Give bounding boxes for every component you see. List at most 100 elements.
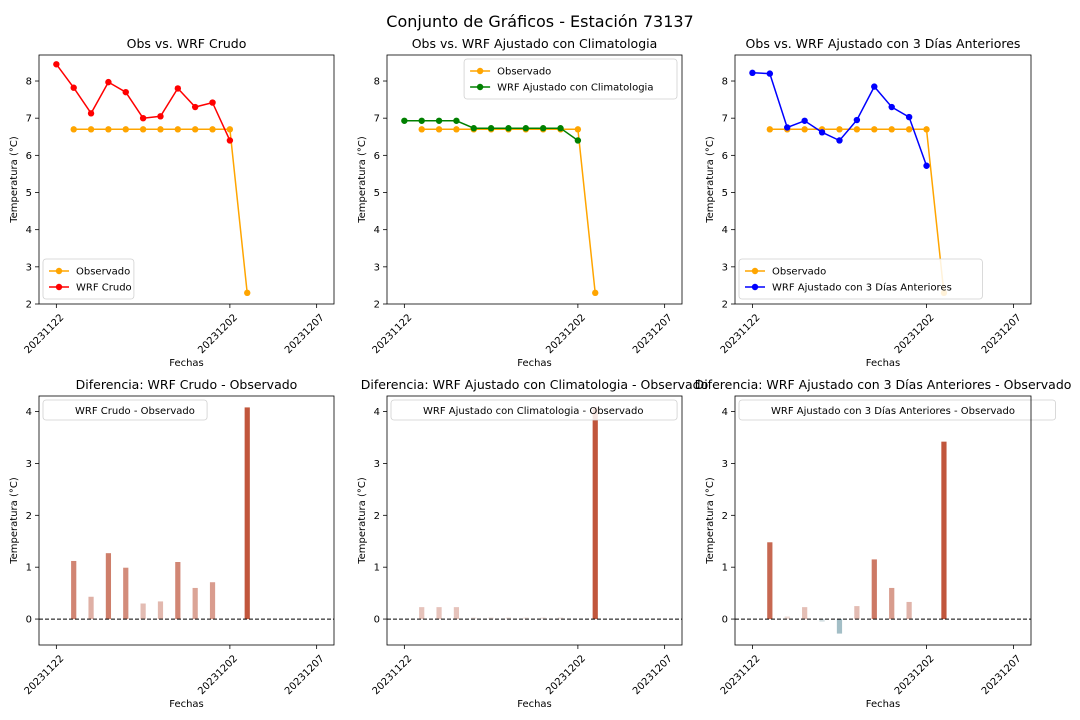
y-tick-label: 6 bbox=[374, 151, 380, 162]
legend: WRF Ajustado con Climatologia - Observad… bbox=[390, 399, 678, 421]
legend-marker bbox=[55, 267, 63, 275]
x-tick-label: 20231202 bbox=[893, 312, 937, 356]
y-tick-label: 3 bbox=[26, 262, 32, 273]
data-point bbox=[801, 126, 808, 133]
bar bbox=[88, 596, 94, 620]
data-point bbox=[87, 110, 95, 117]
data-point bbox=[139, 126, 147, 133]
series-line bbox=[752, 72, 928, 166]
bar bbox=[123, 567, 129, 620]
x-tick-label: 20231122 bbox=[719, 653, 763, 697]
legend-box bbox=[42, 258, 135, 300]
bar bbox=[471, 617, 477, 620]
data-point bbox=[139, 114, 147, 122]
y-tick-label: 4 bbox=[722, 225, 728, 236]
data-point bbox=[836, 137, 843, 144]
legend-label: WRF Ajustado con Climatologia bbox=[497, 83, 653, 94]
y-tick-label: 3 bbox=[26, 459, 32, 470]
data-point bbox=[888, 126, 895, 133]
x-axis-label: Fechas bbox=[517, 358, 552, 369]
y-axis-label: Temperatura (°C) bbox=[357, 136, 368, 224]
data-point bbox=[70, 126, 77, 133]
data-point bbox=[105, 126, 112, 133]
legend: Observado WRF Ajustado con 3 Días Anterio… bbox=[738, 258, 983, 300]
y-tick-label: 6 bbox=[26, 151, 32, 162]
chart-title: Diferencia: WRF Ajustado con Climatologi… bbox=[361, 377, 709, 392]
data-point bbox=[836, 126, 843, 133]
y-tick-label: 2 bbox=[722, 511, 728, 522]
y-tick-label: 4 bbox=[374, 407, 380, 418]
axes-frame bbox=[38, 54, 335, 305]
axes-frame bbox=[38, 395, 335, 646]
y-tick-label: 3 bbox=[374, 262, 380, 273]
x-tick-label: 20231207 bbox=[283, 312, 327, 356]
x-tick-label: 20231207 bbox=[980, 312, 1024, 356]
data-point bbox=[905, 126, 913, 133]
legend-box bbox=[738, 399, 1057, 421]
axes-frame bbox=[386, 54, 683, 305]
data-point bbox=[487, 125, 495, 132]
data-point bbox=[209, 99, 216, 106]
data-point bbox=[418, 126, 425, 133]
data-point bbox=[766, 126, 774, 133]
data-point bbox=[122, 88, 129, 96]
y-tick-label: 7 bbox=[374, 114, 380, 125]
data-point bbox=[105, 78, 112, 86]
data-point bbox=[122, 126, 129, 133]
x-axis-label: Fechas bbox=[517, 699, 552, 710]
bar bbox=[836, 619, 843, 634]
y-tick-label: 8 bbox=[374, 77, 380, 88]
bar bbox=[505, 617, 512, 620]
y-tick-label: 5 bbox=[374, 188, 380, 199]
y-tick-label: 1 bbox=[374, 563, 380, 574]
y-tick-label: 2 bbox=[374, 300, 380, 311]
data-point bbox=[888, 103, 895, 111]
data-point bbox=[557, 125, 564, 132]
series-line bbox=[421, 128, 596, 293]
legend-marker bbox=[476, 83, 484, 91]
bar bbox=[540, 617, 546, 620]
bar bbox=[140, 603, 146, 620]
x-tick-label: 20231207 bbox=[631, 312, 675, 356]
legend: Observado WRF Crudo bbox=[42, 258, 135, 300]
y-tick-label: 3 bbox=[374, 459, 380, 470]
data-point bbox=[174, 126, 182, 133]
data-point bbox=[209, 126, 216, 133]
y-axis-label: Temperatura (°C) bbox=[705, 136, 716, 224]
x-tick-label: 20231122 bbox=[23, 653, 67, 697]
y-tick-label: 8 bbox=[26, 77, 32, 88]
legend-box bbox=[390, 399, 678, 421]
y-tick-label: 6 bbox=[722, 151, 728, 162]
bar bbox=[784, 616, 790, 620]
x-axis-label: Fechas bbox=[169, 699, 204, 710]
legend-label: Observado bbox=[772, 267, 826, 278]
data-point bbox=[435, 117, 443, 124]
data-point bbox=[592, 289, 599, 297]
data-point bbox=[784, 124, 791, 131]
y-tick-label: 7 bbox=[722, 114, 728, 125]
bar bbox=[105, 553, 112, 620]
bar bbox=[488, 617, 494, 620]
bar bbox=[71, 560, 77, 620]
bar bbox=[192, 587, 198, 620]
legend-marker bbox=[55, 283, 63, 291]
y-tick-label: 2 bbox=[722, 300, 728, 311]
data-point bbox=[749, 69, 756, 77]
bar bbox=[419, 607, 425, 620]
bar bbox=[453, 607, 460, 620]
y-tick-label: 4 bbox=[722, 407, 728, 418]
x-tick-label: 20231122 bbox=[371, 312, 415, 356]
data-point bbox=[923, 126, 930, 133]
data-point bbox=[70, 84, 77, 91]
data-point bbox=[801, 117, 808, 124]
bar bbox=[175, 562, 181, 620]
data-point bbox=[435, 126, 443, 133]
x-tick-label: 20231207 bbox=[283, 653, 327, 697]
axes-frame bbox=[734, 54, 1032, 305]
legend: Observado WRF Ajustado con Climatologia bbox=[463, 58, 678, 100]
y-tick-label: 2 bbox=[26, 300, 32, 311]
bar bbox=[244, 407, 250, 620]
y-axis-label: Temperatura (°C) bbox=[705, 477, 716, 565]
bar bbox=[436, 607, 442, 620]
chart-title: Obs vs. WRF Crudo bbox=[127, 36, 247, 51]
